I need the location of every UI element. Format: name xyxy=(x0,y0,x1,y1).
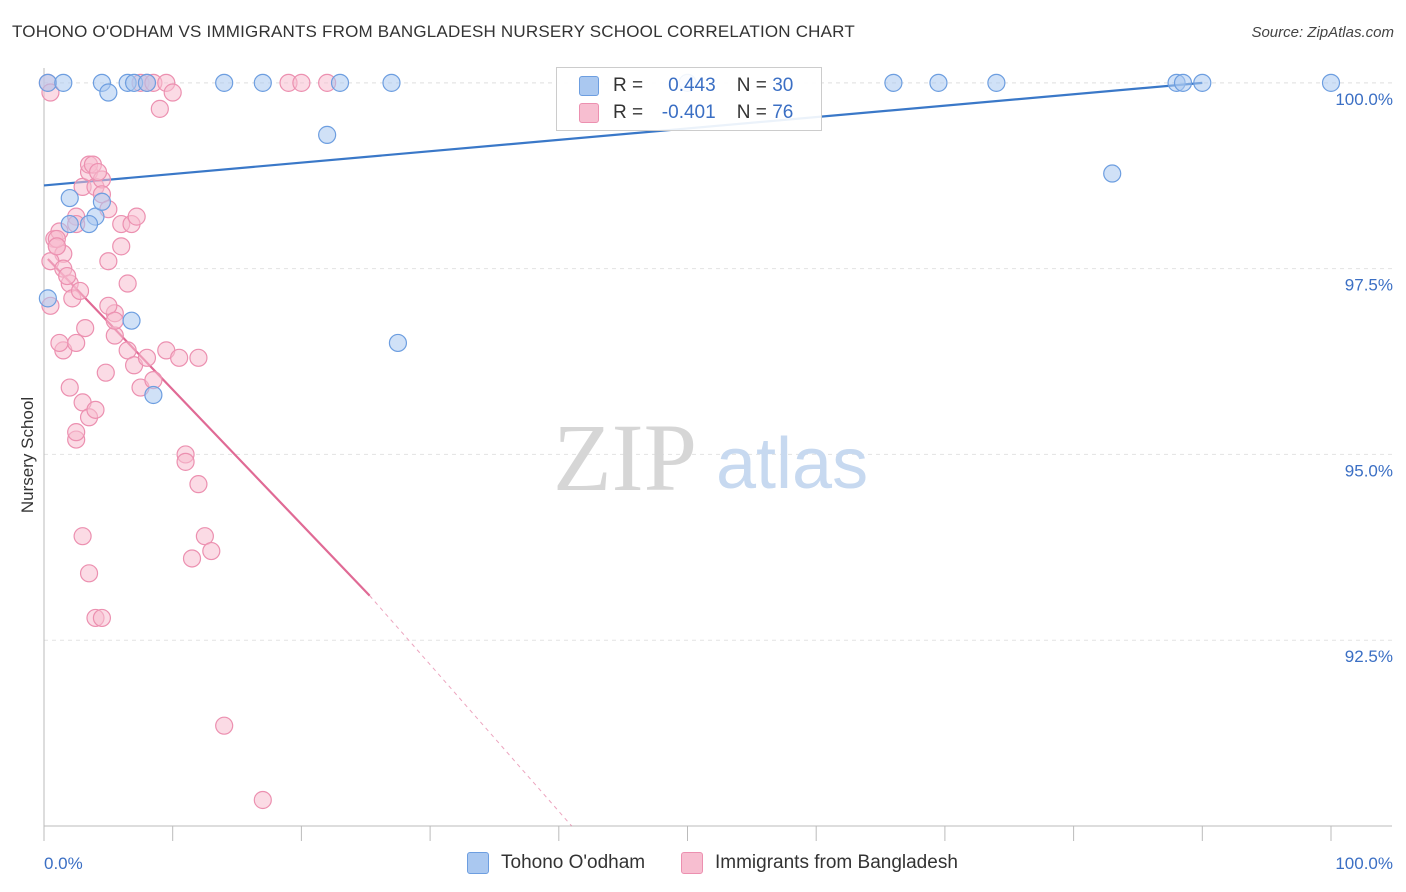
point-bangladesh xyxy=(137,348,157,367)
y-tick-label: 92.5% xyxy=(1345,647,1393,666)
point-tohono xyxy=(318,125,337,144)
point-bangladesh xyxy=(60,378,79,397)
point-bangladesh xyxy=(170,348,189,367)
bottom-legend-bangladesh: Immigrants from Bangladesh xyxy=(681,852,958,874)
legend-swatch-blue xyxy=(579,75,599,96)
chart-title: TOHONO O'ODHAM VS IMMIGRANTS FROM BANGLA… xyxy=(12,22,855,41)
point-bangladesh xyxy=(99,252,118,271)
point-bangladesh xyxy=(189,475,208,494)
point-tohono xyxy=(987,73,1006,92)
watermark-atlas: atlas xyxy=(716,424,868,504)
point-tohono xyxy=(92,192,112,211)
point-tohono xyxy=(144,385,163,405)
trendline-bangladesh xyxy=(47,258,371,597)
point-bangladesh xyxy=(118,274,137,293)
trendline-tohono xyxy=(43,81,1203,187)
point-bangladesh xyxy=(47,237,66,256)
point-bangladesh xyxy=(150,99,169,118)
point-tohono xyxy=(929,73,948,92)
point-bangladesh xyxy=(67,333,86,353)
point-tohono xyxy=(122,311,141,330)
point-bangladesh xyxy=(96,363,115,382)
point-bangladesh xyxy=(70,281,90,301)
point-tohono xyxy=(382,73,401,92)
point-tohono xyxy=(1193,73,1212,92)
point-tohono xyxy=(54,73,73,92)
point-tohono xyxy=(60,188,79,208)
point-bangladesh xyxy=(73,527,92,546)
bottom-legend-swatch-blue xyxy=(467,852,489,874)
point-bangladesh xyxy=(112,237,131,256)
bottom-legend-tohono: Tohono O'odham xyxy=(467,852,645,874)
y-axis-label: Nursery School xyxy=(18,396,37,514)
point-tohono xyxy=(1103,164,1122,183)
point-bangladesh xyxy=(202,541,221,561)
correlation-legend: R = 0.443 N = 30 R = -0.401 N = 76 xyxy=(556,67,822,131)
point-bangladesh xyxy=(88,162,108,182)
x-tick-label-min: 0.0% xyxy=(44,854,83,873)
point-tohono xyxy=(137,73,157,92)
legend-row-tohono: R = 0.443 N = 30 xyxy=(579,75,793,99)
point-tohono xyxy=(330,73,350,92)
point-bangladesh xyxy=(76,318,95,338)
point-bangladesh xyxy=(79,564,99,583)
point-bangladesh xyxy=(58,266,77,286)
point-tohono xyxy=(1321,73,1341,92)
x-tick-label-max: 100.0% xyxy=(1335,854,1393,873)
trendline-bangladesh-extension xyxy=(369,595,573,827)
trendlines xyxy=(43,81,1203,827)
point-bangladesh xyxy=(189,348,208,367)
point-bangladesh xyxy=(67,423,86,442)
legend-swatch-pink xyxy=(579,102,599,123)
point-bangladesh xyxy=(215,716,234,735)
point-tohono xyxy=(38,73,57,92)
watermark-zip: ZIP xyxy=(553,404,697,511)
point-bangladesh xyxy=(163,83,182,102)
point-bangladesh xyxy=(182,549,202,568)
point-bangladesh xyxy=(105,311,124,330)
point-bangladesh xyxy=(253,790,272,810)
point-tohono xyxy=(884,73,903,92)
point-bangladesh xyxy=(292,73,311,92)
point-bangladesh xyxy=(92,608,112,628)
point-tohono xyxy=(60,214,79,234)
series-bangladesh-points xyxy=(38,73,337,810)
y-tick-label: 100.0% xyxy=(1335,90,1393,109)
bottom-legend-swatch-pink xyxy=(681,852,703,874)
point-tohono xyxy=(388,333,408,353)
series-tohono-points xyxy=(38,73,1341,405)
point-tohono xyxy=(1173,73,1193,92)
point-tohono xyxy=(79,214,99,234)
tick-labels: 100.0% 97.5% 95.0% 92.5% 0.0% 100.0% xyxy=(44,90,1393,873)
y-tick-label: 95.0% xyxy=(1345,461,1393,480)
legend-row-bangladesh: R = -0.401 N = 76 xyxy=(579,102,793,126)
source-label: Source: ZipAtlas.com xyxy=(1251,24,1394,41)
point-tohono xyxy=(253,73,272,92)
point-bangladesh xyxy=(127,207,146,226)
point-tohono xyxy=(99,83,118,102)
point-bangladesh xyxy=(86,400,105,419)
point-tohono xyxy=(38,289,57,308)
point-bangladesh xyxy=(50,333,69,353)
axes xyxy=(43,68,1392,841)
point-bangladesh xyxy=(176,452,195,471)
point-tohono xyxy=(215,73,234,92)
y-tick-label: 97.5% xyxy=(1345,276,1393,295)
